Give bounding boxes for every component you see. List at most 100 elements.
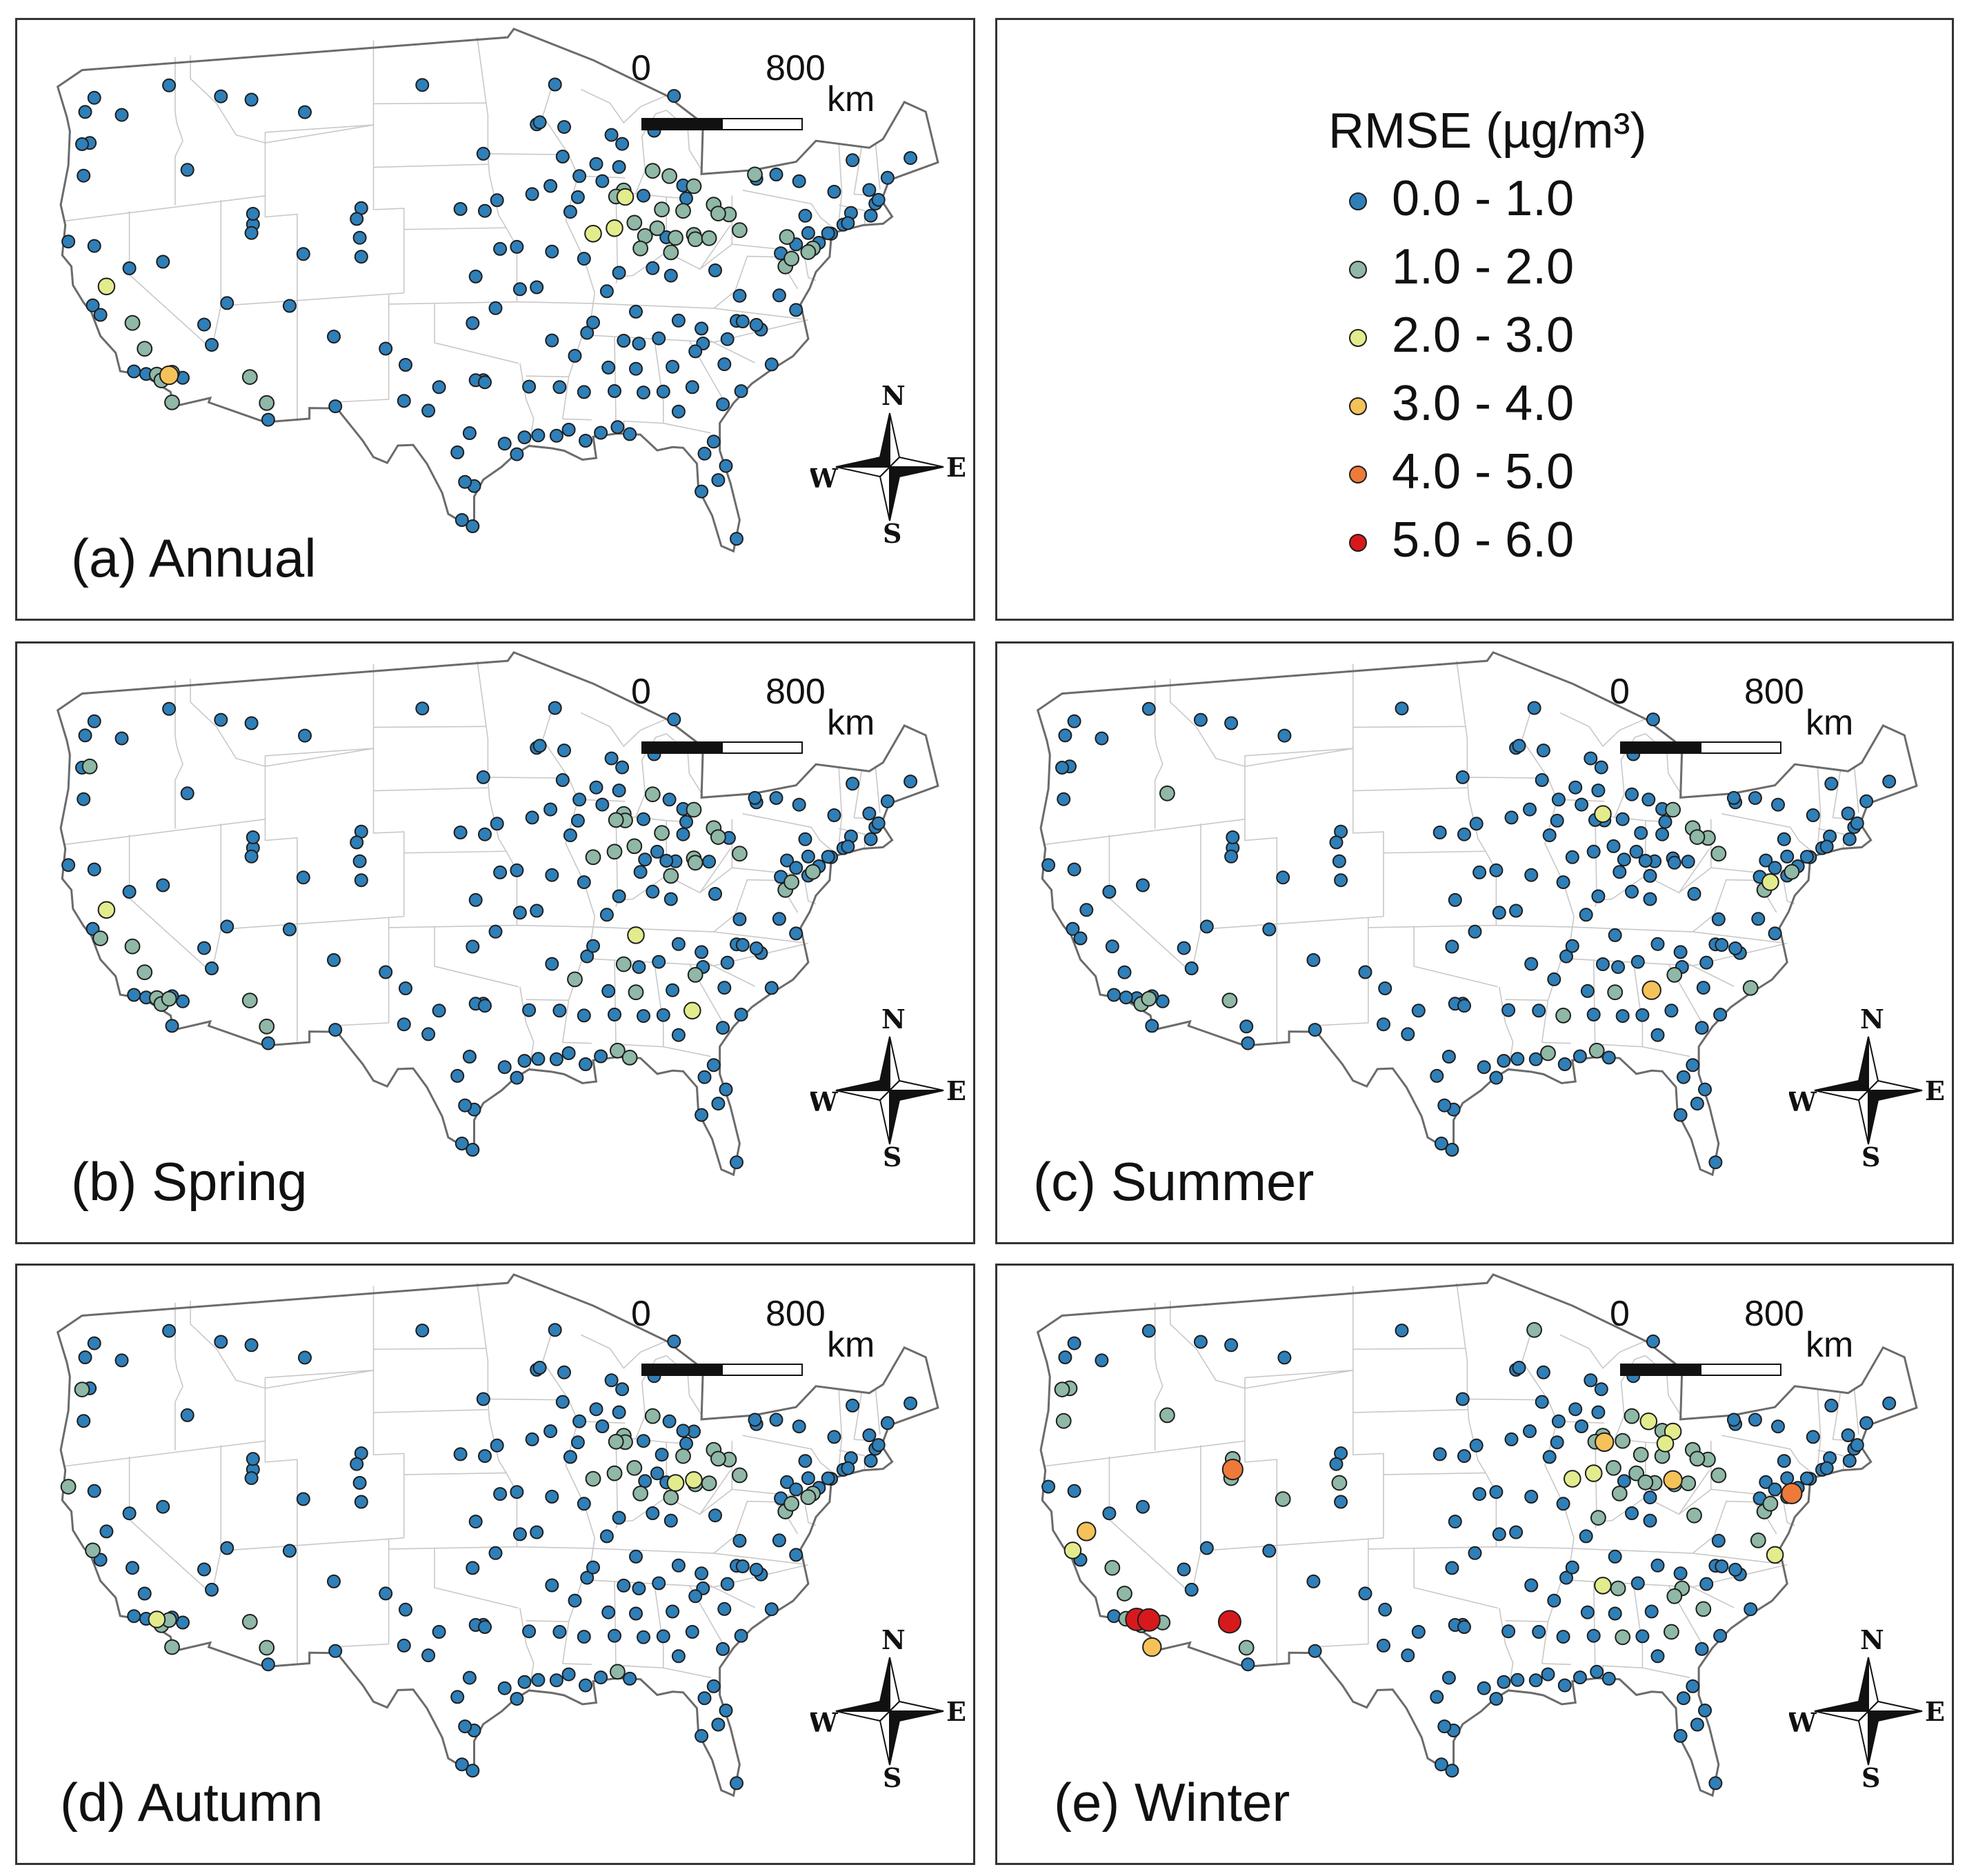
monitor-site	[612, 1510, 626, 1525]
monitor-site	[466, 1143, 480, 1157]
state-boundary	[190, 1301, 374, 1389]
state-boundary	[1541, 1621, 1549, 1664]
monitor-site	[1401, 1027, 1415, 1041]
monitor-site	[552, 380, 567, 395]
monitor-site	[676, 1424, 690, 1438]
monitor-site	[687, 967, 703, 983]
monitor-site	[87, 714, 101, 728]
monitor-site	[328, 1644, 343, 1658]
monitor-site	[1184, 961, 1199, 975]
monitor-site	[87, 1484, 101, 1498]
monitor-site	[616, 188, 635, 206]
monitor-site	[354, 873, 368, 888]
monitor-site	[352, 854, 367, 868]
monitor-site	[1780, 849, 1795, 864]
monitor-site	[570, 813, 585, 828]
monitor-site	[563, 828, 577, 843]
monitor-site	[246, 830, 260, 844]
monitor-site	[846, 1398, 860, 1413]
monitor-site	[1472, 1487, 1487, 1501]
state-boundary	[1466, 777, 1548, 779]
monitor-site	[1276, 870, 1290, 885]
monitor-site	[1067, 714, 1081, 728]
legend-label: 2.0 - 3.0	[1392, 308, 1575, 363]
monitor-site	[585, 849, 601, 866]
monitor-site	[97, 277, 116, 296]
state-boundary	[1045, 1440, 1246, 1467]
state-boundary	[1853, 1387, 1859, 1435]
scale-end-label: 800	[766, 672, 826, 712]
state-boundary	[1505, 999, 1548, 1001]
monitor-site	[1275, 1491, 1291, 1507]
monitor-site	[327, 1574, 341, 1588]
monitor-site	[735, 1559, 750, 1573]
monitor-site	[497, 1060, 512, 1075]
monitor-site	[610, 420, 625, 435]
monitor-site	[1611, 1486, 1628, 1501]
monitor-site	[1568, 1402, 1583, 1417]
monitor-site	[1509, 1525, 1524, 1539]
monitor-site	[478, 1449, 492, 1464]
state-boundary	[65, 1440, 266, 1467]
monitor-site	[328, 399, 343, 414]
monitor-site	[1644, 1604, 1659, 1619]
monitor-site	[1509, 904, 1524, 918]
monitor-site	[1430, 1690, 1444, 1704]
monitor-site	[259, 1018, 275, 1035]
monitor-site	[1477, 1681, 1491, 1695]
monitor-site	[127, 364, 141, 379]
monitor-site	[644, 163, 661, 179]
legend-swatch-5	[1349, 534, 1367, 552]
monitor-site	[1527, 701, 1541, 715]
monitor-site	[1590, 1510, 1606, 1526]
monitor-site	[801, 226, 815, 240]
monitor-site	[197, 941, 211, 955]
monitor-site	[1615, 1629, 1631, 1646]
monitor-site	[1680, 1475, 1697, 1492]
monitor-site	[1041, 1479, 1056, 1494]
state-boundary	[373, 1408, 488, 1413]
monitor-site	[589, 157, 603, 171]
monitor-site	[99, 1524, 114, 1539]
monitor-site	[1768, 861, 1782, 875]
monitor-site	[1241, 1657, 1255, 1672]
monitor-site	[1768, 1482, 1782, 1497]
monitor-site	[488, 924, 503, 939]
monitor-site	[599, 284, 614, 299]
monitor-site	[577, 1008, 591, 1023]
monitor-site	[871, 816, 886, 830]
monitor-site	[1557, 1057, 1572, 1071]
monitor-site	[1882, 775, 1897, 789]
monitor-site	[764, 981, 779, 995]
monitor-site	[530, 280, 544, 295]
monitor-site	[1841, 806, 1855, 821]
compass-n-label: N	[881, 386, 906, 411]
state-boundary	[699, 867, 732, 893]
monitor-site	[719, 459, 733, 473]
state-boundary	[221, 1537, 404, 1552]
monitor-site	[654, 825, 670, 841]
monitor-site	[772, 1533, 786, 1548]
monitor-site	[1781, 1482, 1803, 1504]
state-boundary	[517, 1546, 592, 1549]
monitor-site	[298, 105, 312, 119]
monitor-site	[1277, 728, 1292, 743]
state-boundary	[663, 422, 711, 434]
monitor-site	[350, 835, 364, 850]
monitor-site	[1664, 1004, 1679, 1018]
monitor-site	[1095, 1353, 1109, 1368]
monitor-site	[1547, 972, 1561, 986]
monitor-site	[1586, 1008, 1601, 1021]
monitor-site	[220, 1541, 234, 1555]
monitor-site	[1742, 980, 1759, 996]
monitor-site	[1492, 906, 1506, 920]
monitor-site	[164, 395, 180, 410]
monitor-site	[1492, 1527, 1506, 1541]
monitor-site	[719, 1082, 733, 1097]
monitor-site	[1308, 1644, 1322, 1658]
monitor-site	[1504, 1432, 1519, 1446]
monitor-site	[1142, 1637, 1162, 1657]
state-boundary	[477, 37, 518, 302]
monitor-site	[1535, 1395, 1549, 1409]
monitor-site	[656, 1629, 670, 1644]
